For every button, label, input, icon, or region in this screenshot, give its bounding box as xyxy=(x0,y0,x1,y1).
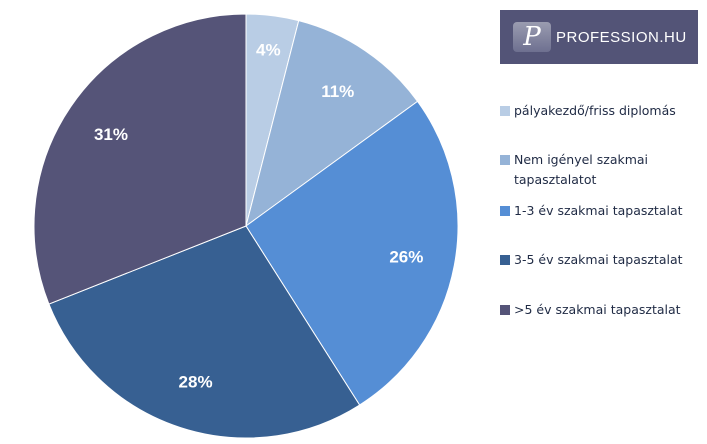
legend-label: pályakezdő/friss diplomás xyxy=(514,103,676,118)
legend-item: >5 év szakmai tapasztalat xyxy=(500,300,700,320)
logo-text: PROFESSION.HU xyxy=(556,28,687,46)
legend-swatch xyxy=(500,255,510,265)
legend-label: 1-3 év szakmai tapasztalat xyxy=(514,203,683,218)
logo-mark: P xyxy=(513,22,551,52)
pie-slice xyxy=(48,225,361,439)
data-label: 28% xyxy=(179,372,213,391)
legend-swatch xyxy=(500,206,510,216)
legend-item: 1-3 év szakmai tapasztalat xyxy=(500,201,700,221)
data-label: 4% xyxy=(256,40,281,59)
legend-swatch xyxy=(500,155,510,165)
data-label: 26% xyxy=(389,248,423,267)
legend-item: pályakezdő/friss diplomás xyxy=(500,101,700,121)
data-label: 11% xyxy=(321,82,354,101)
legend-label: >5 év szakmai tapasztalat xyxy=(514,302,681,317)
pie-slice xyxy=(245,100,459,406)
profession-logo: P PROFESSION.HU xyxy=(500,10,698,64)
legend-item: 3-5 év szakmai tapasztalat xyxy=(500,250,700,270)
pie-slice xyxy=(245,20,419,228)
legend-item: Nem igényel szakmai tapasztalatot xyxy=(500,150,700,190)
legend-swatch xyxy=(500,305,510,315)
legend-label: Nem igényel szakmai tapasztalatot xyxy=(514,152,649,187)
legend-swatch xyxy=(500,106,510,116)
pie-slice xyxy=(33,13,247,305)
data-label: 31% xyxy=(94,125,128,144)
legend-label: 3-5 év szakmai tapasztalat xyxy=(514,252,683,267)
